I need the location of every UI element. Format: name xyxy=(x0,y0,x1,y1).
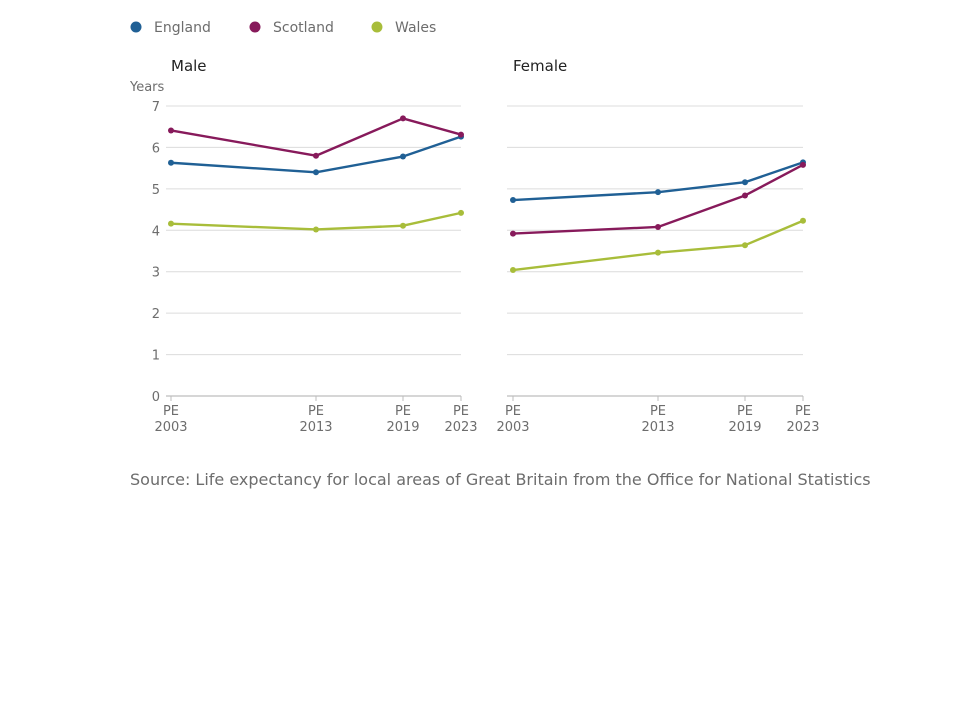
series-line-wales xyxy=(512,219,804,272)
series-line-scotland xyxy=(170,117,462,157)
y-axis-title: Years xyxy=(129,80,165,95)
x-tick-label-top-2013: PE xyxy=(650,404,666,419)
x-tick-label-bottom-2023: 2023 xyxy=(444,420,477,435)
x-tick-label-top-2023: PE xyxy=(453,404,469,419)
y-tick-label-6: 6 xyxy=(152,141,160,156)
data-point-england-2013 xyxy=(655,189,661,196)
x-tick-label-top-2003: PE xyxy=(505,404,521,419)
data-point-england-2019 xyxy=(742,179,748,186)
data-point-scotland-2019 xyxy=(400,115,406,122)
data-point-scotland-2023 xyxy=(800,161,806,168)
x-tick-label-top-2019: PE xyxy=(395,404,411,419)
y-tick-label-1: 1 xyxy=(152,349,160,364)
x-tick-label-bottom-2019: 2019 xyxy=(386,420,419,435)
data-point-wales-2023 xyxy=(800,217,806,224)
data-point-scotland-2019 xyxy=(742,192,748,199)
series-line-scotland xyxy=(512,163,804,235)
x-tick-label-bottom-2013: 2013 xyxy=(641,420,674,435)
data-point-wales-2019 xyxy=(742,242,748,249)
panel-title-female: Female xyxy=(513,57,567,75)
data-point-england-2013 xyxy=(313,169,319,176)
series-line-england xyxy=(170,135,462,174)
x-tick-label-top-2003: PE xyxy=(163,404,179,419)
series-line-england xyxy=(512,161,804,202)
x-tick-label-top-2013: PE xyxy=(308,404,324,419)
data-point-england-2003 xyxy=(168,159,174,166)
legend-label-wales: Wales xyxy=(395,20,436,36)
data-point-scotland-2003 xyxy=(510,230,516,237)
x-tick-label-top-2023: PE xyxy=(795,404,811,419)
x-tick-label-bottom-2013: 2013 xyxy=(299,420,332,435)
y-tick-label-4: 4 xyxy=(152,224,160,239)
data-point-scotland-2013 xyxy=(655,223,661,230)
data-point-wales-2003 xyxy=(168,220,174,227)
y-tick-label-5: 5 xyxy=(152,183,160,198)
x-tick-label-bottom-2019: 2019 xyxy=(728,420,761,435)
y-tick-label-7: 7 xyxy=(152,100,160,115)
series-line-wales xyxy=(170,211,462,231)
y-tick-label-0: 0 xyxy=(152,390,160,405)
data-point-england-2003 xyxy=(510,197,516,204)
x-tick-label-bottom-2003: 2003 xyxy=(496,420,529,435)
data-point-england-2019 xyxy=(400,153,406,160)
data-point-wales-2023 xyxy=(458,209,464,216)
legend-label-scotland: Scotland xyxy=(273,20,334,36)
data-point-scotland-2023 xyxy=(458,131,464,138)
legend-label-england: England xyxy=(154,20,211,36)
y-tick-label-2: 2 xyxy=(152,307,160,322)
x-tick-label-bottom-2003: 2003 xyxy=(154,420,187,435)
data-point-scotland-2013 xyxy=(313,152,319,159)
legend-marker-wales xyxy=(371,21,383,33)
data-point-wales-2019 xyxy=(400,222,406,229)
legend-marker-scotland xyxy=(249,21,261,33)
data-point-scotland-2003 xyxy=(168,127,174,134)
legend-marker-england xyxy=(130,21,142,33)
source-note: Source: Life expectancy for local areas … xyxy=(130,470,871,489)
data-point-wales-2003 xyxy=(510,267,516,274)
x-tick-label-top-2019: PE xyxy=(737,404,753,419)
data-point-wales-2013 xyxy=(313,226,319,233)
y-tick-label-3: 3 xyxy=(152,266,160,281)
panel-title-male: Male xyxy=(171,57,207,75)
data-point-wales-2013 xyxy=(655,249,661,256)
x-tick-label-bottom-2023: 2023 xyxy=(786,420,819,435)
